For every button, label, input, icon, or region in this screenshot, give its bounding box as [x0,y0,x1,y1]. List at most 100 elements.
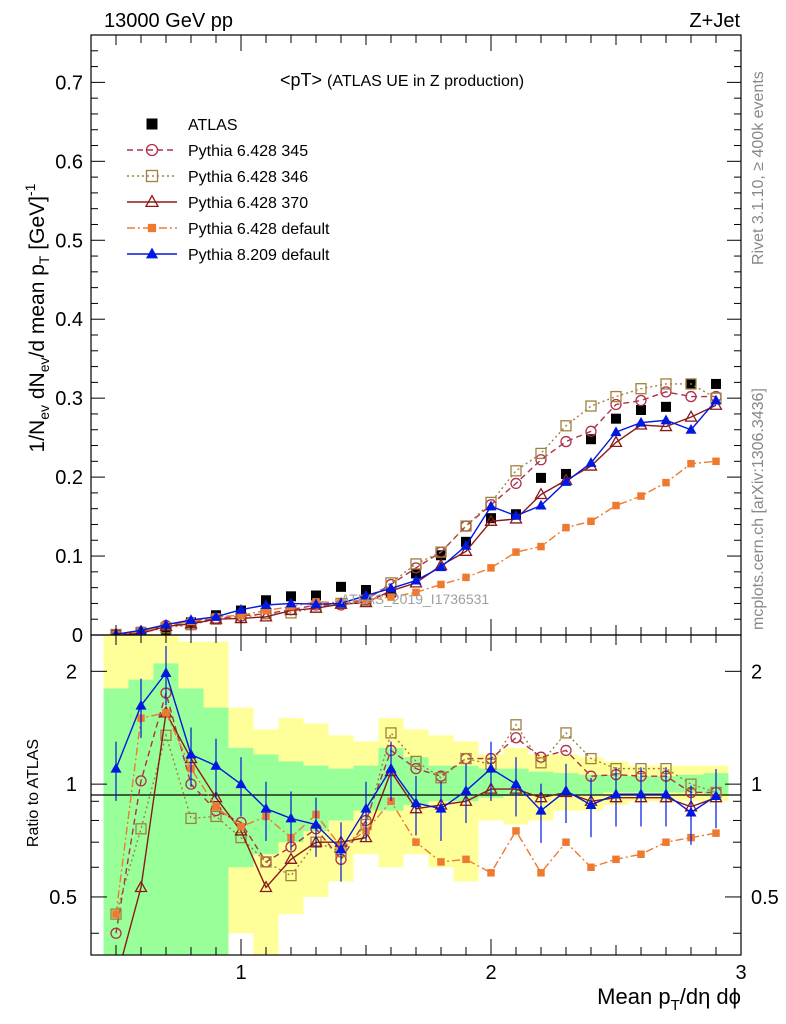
main-point-0-8 [311,590,321,601]
main-point-4-14 [462,573,470,582]
main-point-3-15 [484,514,498,526]
ratio-point-3-20 [612,855,620,864]
main-point-3-17 [534,487,548,500]
main-point-4-22 [662,478,670,487]
ratio-ytick-label-right-2: 2 [751,661,762,683]
main-point-3-23 [684,410,698,422]
ratio-point-4-12 [410,797,422,808]
main-ytick-label-2: 0.2 [55,467,83,489]
main-point-4-11 [387,593,395,601]
main-point-4-12 [412,588,420,597]
ratio-point-3-13 [437,858,445,866]
main-point-4-5 [237,611,245,620]
main-point-4-24 [712,457,720,466]
ratio-point-3-2 [162,709,170,717]
ratio-series-4 [110,646,722,882]
legend-entry-3: Pythia 6.428 370 [127,194,308,212]
main-point-5-21 [635,416,647,427]
ratio-point-4-5 [235,778,247,789]
main-point-4-20 [612,501,620,510]
ratio-point-2-1 [134,880,148,893]
ratio-point-1-2 [160,729,172,741]
ratio-ytick-label-left-1: 1 [66,774,77,796]
plot-title: <pT> [280,70,322,90]
main-point-2-19 [585,400,597,412]
main-point-4-16 [512,548,520,556]
ratio-uncertainty-bands [103,635,729,955]
ratio-point-2-7 [284,852,298,864]
ratio-point-2-0 [111,974,122,984]
legend-entry-1: Pythia 6.428 345 [127,143,308,160]
main-point-5-3 [185,614,197,624]
main-point-2-16 [510,465,522,477]
ratio-point-1-16 [510,719,522,731]
legend-marker-1 [145,143,159,157]
ratio-point-1-14 [460,752,472,765]
legend-label-4: Pythia 6.428 default [188,221,330,238]
main-point-0-15 [486,513,496,524]
ratio-point-4-22 [660,788,672,799]
main-ytick-label-5: 0.5 [55,230,83,252]
ratio-point-1-17 [535,757,547,769]
ratio-point-4-21 [635,788,647,799]
main-point-1-21 [635,394,647,407]
main-point-2-22 [660,378,672,390]
ratio-point-4-4 [210,759,222,770]
main-point-5-11 [385,582,397,593]
ratio-point-4-2 [160,667,172,677]
legend-entry-2: Pythia 6.428 346 [127,169,308,186]
main-point-2-20 [610,390,622,403]
main-point-5-5 [235,603,247,614]
ratio-point-4-19 [585,799,597,809]
main-point-5-4 [210,611,222,621]
main-point-5-19 [585,457,597,467]
main-point-5-12 [410,574,422,585]
rivet-label: Rivet 3.1.10, ≥ 400k events [750,71,767,265]
ratio-point-1-3 [185,812,197,825]
ratio-point-4-7 [285,812,297,823]
energy-label: 13000 GeV pp [104,10,233,32]
main-point-1-16 [510,477,522,490]
main-point-0-13 [436,550,446,561]
ratio-point-4-16 [510,778,522,789]
ratio-point-1-19 [585,752,597,765]
ratio-point-3-15 [487,869,495,877]
main-point-2-13 [435,546,447,558]
ratio-point-4-24 [710,790,722,800]
ratio-point-1-1 [135,823,147,835]
main-point-0-9 [336,581,346,592]
ratio-ytick-label-right-1: 1 [751,774,762,796]
main-point-5-8 [310,598,322,609]
main-point-5-22 [660,414,672,425]
ratio-point-0-1 [135,775,147,787]
main-point-1-20 [610,398,622,411]
ratio-point-4-14 [460,785,472,795]
plot-subtitle: (ATLAS UE in Z production) [327,73,524,90]
main-point-4-19 [587,517,595,526]
main-point-5-10 [360,589,372,600]
main-point-5-9 [335,597,347,608]
main-point-2-18 [560,420,572,432]
main-ytick-label-6: 0.6 [55,151,83,173]
ratio-point-0-18 [560,744,572,757]
legend-marker-2 [145,169,159,183]
ratio-point-4-3 [185,748,197,759]
ratio-point-3-14 [462,855,470,864]
main-point-1-23 [685,390,697,403]
ratio-point-1-11 [385,727,397,739]
legend-marker-5 [145,247,159,259]
main-point-3-14 [459,544,473,556]
main-y-axis-label: 1/Nev dNev/d mean pT [GeV]-1 [22,183,52,452]
main-point-5-16 [510,510,522,520]
ratio-point-4-0 [110,762,122,773]
main-point-4-18 [562,523,570,532]
main-ytick-label-1: 0.1 [55,546,83,568]
main-point-5-2 [160,618,172,629]
legend-marker-4 [147,223,157,233]
ratio-point-3-24 [712,829,720,837]
ratio-ytick-label-left-0: 0.5 [49,887,77,909]
main-point-5-6 [260,599,272,609]
ratio-point-4-18 [560,785,572,795]
main-point-0-17 [536,472,546,483]
ratio-point-4-1 [135,699,147,710]
